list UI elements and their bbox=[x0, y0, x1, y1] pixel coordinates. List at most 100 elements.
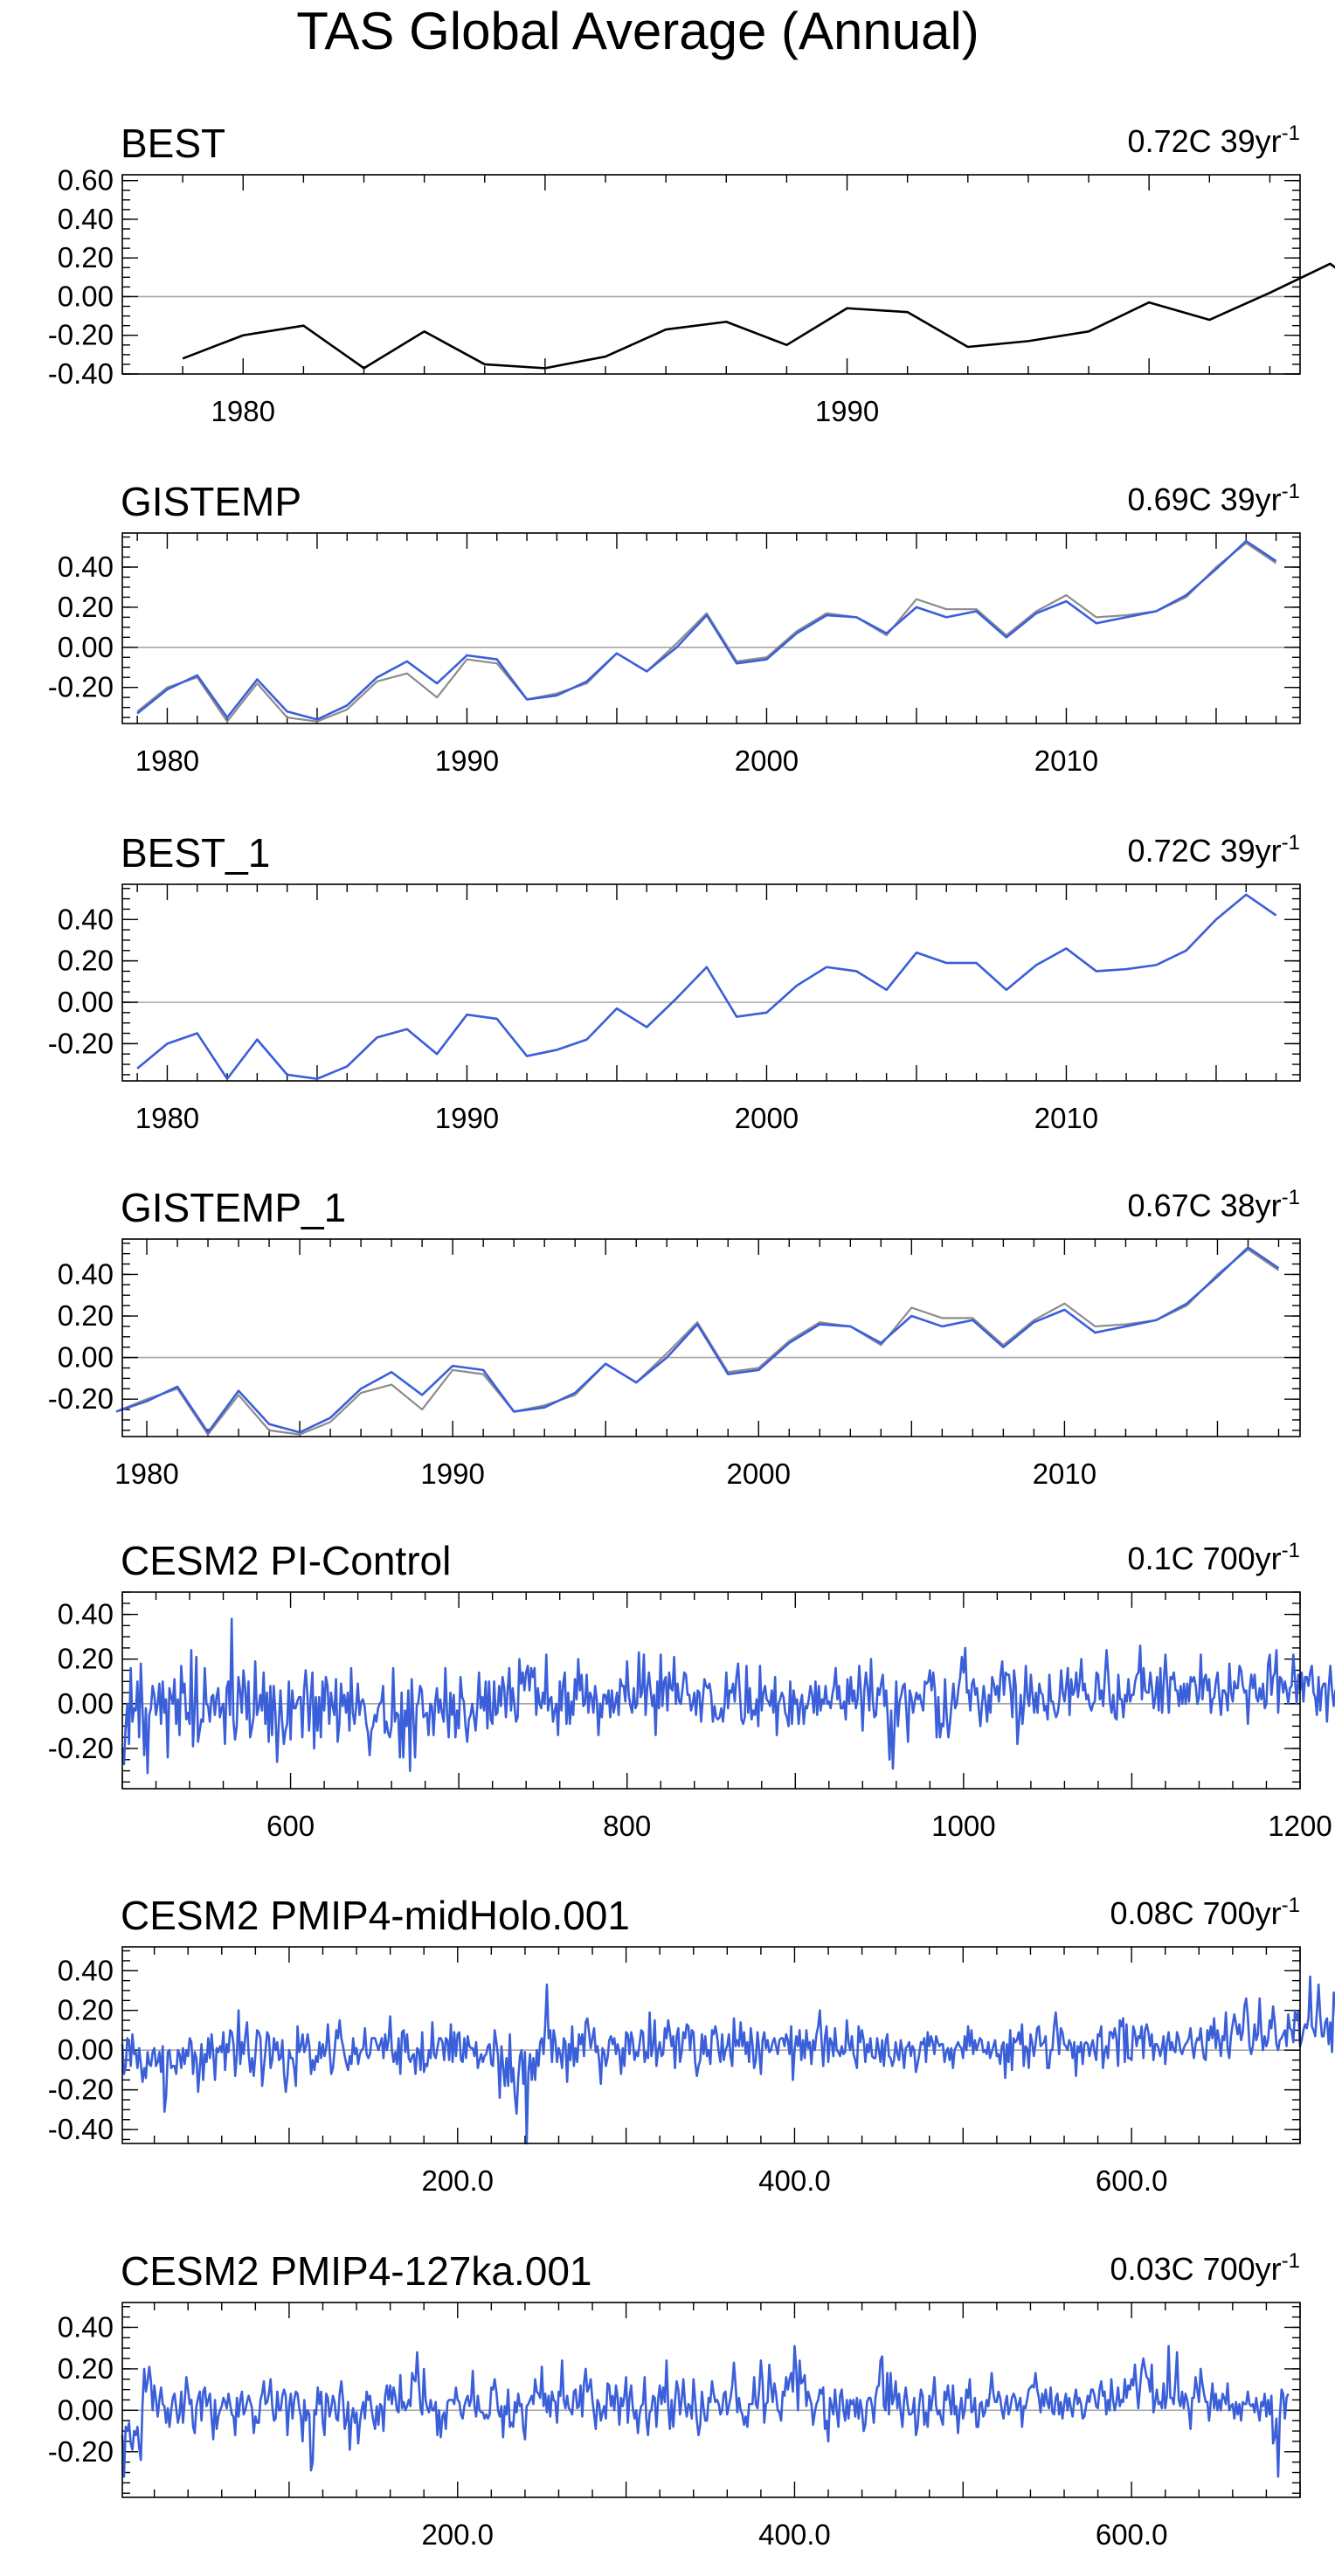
trend-label: 0.08C 700yr-1 bbox=[1110, 1894, 1300, 1931]
plot-frame bbox=[121, 174, 1301, 375]
series-line-reference bbox=[136, 893, 1277, 1080]
panel-5: CESM2 PMIP4-midHolo.001 0.08C 700yr-1 -0.4… bbox=[48, 1893, 1335, 2197]
y-tick-label: 0.40 bbox=[58, 1598, 114, 1631]
x-tick-label: 2000 bbox=[735, 744, 799, 777]
series-line-model bbox=[121, 2344, 1290, 2478]
x-tick-label: 600 bbox=[266, 1810, 315, 1842]
y-tick-label: -0.20 bbox=[48, 1732, 114, 1764]
trend-label: 0.69C 39yr-1 bbox=[1128, 480, 1300, 517]
plot-frame bbox=[121, 532, 1301, 724]
trend-exponent: -1 bbox=[1282, 480, 1300, 503]
panel-1: GISTEMP 0.69C 39yr-1 -0.20 0.00 0.20 0.40 1980… bbox=[48, 479, 1301, 777]
trend-label: 0.72C 39yr-1 bbox=[1128, 831, 1300, 869]
x-tick-label: 2000 bbox=[727, 1458, 791, 1490]
panel-title: CESM2 PMIP4-midHolo.001 bbox=[121, 1893, 630, 1938]
x-tick-label: 1200 bbox=[1268, 1810, 1332, 1842]
y-tick-label: 0.00 bbox=[58, 280, 114, 312]
y-tick-label: -0.20 bbox=[48, 1027, 114, 1059]
y-tick-label: 0.00 bbox=[58, 1687, 114, 1720]
trend-label: 0.1C 700yr-1 bbox=[1128, 1539, 1300, 1576]
y-tick-label: 0.00 bbox=[58, 2393, 114, 2426]
x-tick-label: 2010 bbox=[1034, 744, 1098, 777]
panel-2: BEST_1 0.72C 39yr-1 -0.20 0.00 0.20 0.40 1980 1… bbox=[48, 830, 1301, 1134]
series-line-model bbox=[136, 893, 1277, 1080]
plot-frame bbox=[121, 1591, 1301, 1790]
y-tick-label: 0.40 bbox=[58, 2310, 114, 2343]
series-line-observed bbox=[182, 262, 1335, 370]
panel-4: CESM2 PI-Control 0.1C 700yr-1 -0.20 0.00 0.2… bbox=[48, 1538, 1335, 1842]
plot-frame bbox=[121, 1946, 1301, 2144]
x-tick-label: 600.0 bbox=[1096, 2164, 1168, 2197]
panel-title: GISTEMP_1 bbox=[121, 1185, 346, 1230]
y-tick-label: 0.00 bbox=[58, 631, 114, 663]
x-tick-label: 600.0 bbox=[1096, 2518, 1168, 2551]
x-tick-label: 200.0 bbox=[421, 2164, 494, 2197]
y-tick-label: -0.20 bbox=[48, 319, 114, 351]
y-tick-label: 0.40 bbox=[58, 203, 114, 235]
x-tick-label: 1990 bbox=[420, 1458, 484, 1490]
panel-title: GISTEMP bbox=[121, 479, 301, 524]
y-tick-label: 0.20 bbox=[58, 591, 114, 623]
series-line-reference bbox=[136, 542, 1277, 723]
x-tick-label: 1980 bbox=[114, 1458, 178, 1490]
trend-value: 0.08C 700yr bbox=[1110, 1895, 1282, 1931]
x-tick-label: 1000 bbox=[931, 1810, 995, 1842]
x-tick-label: 1990 bbox=[435, 1102, 499, 1134]
plot-frame bbox=[121, 2302, 1301, 2498]
y-tick-label: 0.20 bbox=[58, 945, 114, 977]
trend-exponent: -1 bbox=[1282, 831, 1300, 855]
series-line-model bbox=[121, 1617, 1335, 1775]
y-tick-label: 0.40 bbox=[58, 1257, 114, 1290]
panel-0: BEST 0.72C 39yr-1 -0.40 -0.20 0.00 0.20 0.40 0.… bbox=[48, 121, 1335, 427]
y-tick-label: 0.40 bbox=[58, 903, 114, 935]
x-tick-label: 1980 bbox=[135, 1102, 199, 1134]
plot-frame bbox=[121, 1238, 1301, 1437]
y-tick-label: -0.20 bbox=[48, 2435, 114, 2468]
trend-label: 0.67C 38yr-1 bbox=[1128, 1186, 1300, 1223]
y-tick-label: 0.00 bbox=[58, 1341, 114, 1374]
x-tick-label: 1980 bbox=[135, 744, 199, 777]
series-line-reference bbox=[115, 1248, 1280, 1436]
x-tick-label: 1990 bbox=[815, 395, 879, 427]
y-tick-label: 0.20 bbox=[58, 2352, 114, 2385]
x-tick-label: 400.0 bbox=[758, 2518, 831, 2551]
y-tick-label: 0.00 bbox=[58, 986, 114, 1018]
x-tick-label: 200.0 bbox=[421, 2518, 494, 2551]
trend-exponent: -1 bbox=[1282, 1894, 1300, 1917]
x-tick-label: 1990 bbox=[435, 744, 499, 777]
x-tick-label: 2000 bbox=[735, 1102, 799, 1134]
panel-title: BEST bbox=[121, 121, 225, 166]
trend-value: 0.1C 700yr bbox=[1128, 1541, 1282, 1576]
y-tick-label: -0.40 bbox=[48, 2113, 114, 2145]
trend-value: 0.69C 39yr bbox=[1128, 481, 1282, 517]
y-tick-label: 0.20 bbox=[58, 1299, 114, 1332]
panel-title: CESM2 PMIP4-127ka.001 bbox=[121, 2248, 592, 2294]
y-tick-label: 0.20 bbox=[58, 241, 114, 274]
trend-exponent: -1 bbox=[1282, 121, 1300, 145]
y-tick-label: -0.20 bbox=[48, 2074, 114, 2106]
series-line-model bbox=[136, 539, 1277, 721]
trend-value: 0.67C 38yr bbox=[1128, 1188, 1282, 1223]
x-tick-label: 1980 bbox=[211, 395, 275, 427]
y-tick-label: -0.20 bbox=[48, 1382, 114, 1415]
panel-3: GISTEMP_1 0.67C 38yr-1 -0.20 0.00 0.20 0.40 19… bbox=[48, 1185, 1301, 1490]
y-tick-label: 0.60 bbox=[58, 164, 114, 197]
trend-value: 0.72C 39yr bbox=[1128, 833, 1282, 869]
y-tick-label: 0.20 bbox=[58, 1994, 114, 2026]
plot-frame bbox=[121, 883, 1301, 1082]
x-tick-label: 2010 bbox=[1033, 1458, 1096, 1490]
figure-title: TAS Global Average (Annual) bbox=[296, 2, 979, 60]
panels: BEST 0.72C 39yr-1-0.40-0.200.000.200.400.… bbox=[48, 121, 1335, 2551]
series-line-model bbox=[115, 1246, 1280, 1434]
y-tick-label: -0.20 bbox=[48, 671, 114, 703]
x-tick-label: 800 bbox=[603, 1810, 651, 1842]
panel-6: CESM2 PMIP4-127ka.001 0.03C 700yr-1 -0.20 0… bbox=[48, 2248, 1301, 2551]
x-tick-label: 2010 bbox=[1034, 1102, 1098, 1134]
panel-title: BEST_1 bbox=[121, 830, 270, 876]
trend-value: 0.03C 700yr bbox=[1110, 2251, 1282, 2287]
panel-title: CESM2 PI-Control bbox=[121, 1538, 451, 1583]
trend-label: 0.03C 700yr-1 bbox=[1110, 2249, 1300, 2287]
trend-exponent: -1 bbox=[1282, 1186, 1300, 1209]
trend-label: 0.72C 39yr-1 bbox=[1128, 121, 1300, 159]
